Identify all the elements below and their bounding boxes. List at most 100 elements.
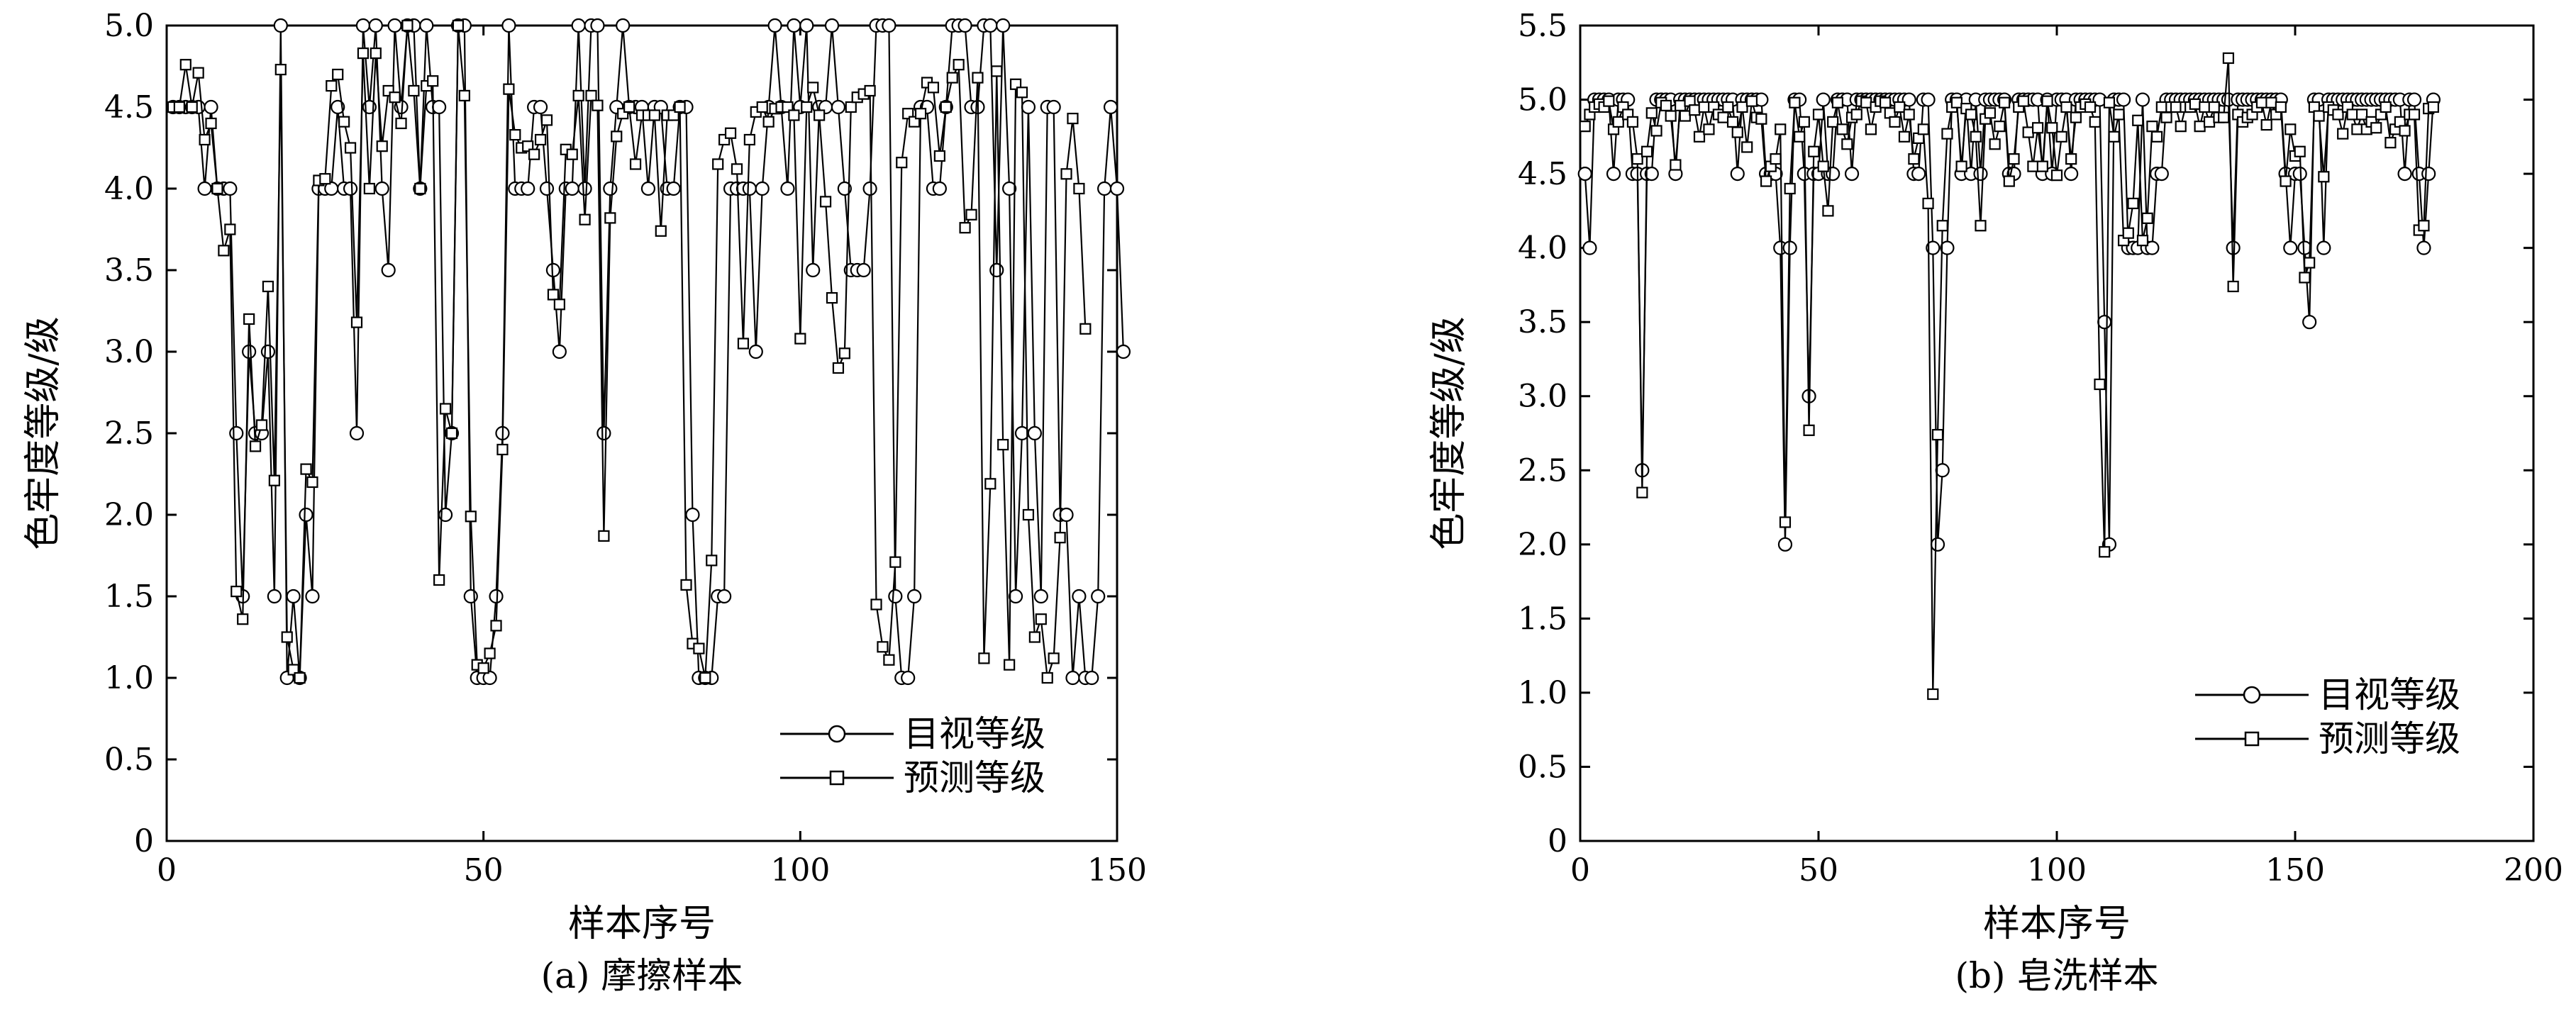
data-point-square [706,554,718,567]
data-point-square [699,671,711,684]
data-point-square [2199,101,2211,113]
data-point-square [1794,130,1806,143]
data-point-square [2132,114,2144,126]
data-point-square [2070,111,2082,123]
data-point-circle [799,18,814,33]
y-tick-label: 1.5 [1518,601,1567,637]
data-point-square [401,19,413,32]
data-point-square [2203,116,2216,128]
data-point-square [2408,108,2421,121]
y-tick-label: 5.0 [1518,82,1567,118]
data-point-circle [2297,240,2312,255]
data-point-square [503,83,515,95]
y-tick-label: 3.0 [104,334,154,370]
data-point-circle [748,344,763,359]
data-point-square [1803,424,1815,436]
data-point-square [408,84,420,97]
x-tick-label: 0 [1570,852,1590,888]
data-point-square [2008,153,2020,165]
data-point-square [1722,101,1734,113]
data-point-square [2427,101,2439,113]
data-point-circle [482,670,497,686]
data-point-square [2332,108,2344,121]
data-point-square [1860,96,1872,108]
data-point-square [2380,101,2392,113]
data-point-square [1067,113,1079,125]
data-point-square [1731,126,1743,138]
data-point-square [1779,516,1792,528]
data-point-square [268,474,280,486]
data-point-square [547,289,560,301]
data-point-square [2060,101,2072,113]
legend-label: 目视等级 [2319,674,2460,715]
data-point-square [1679,110,1691,122]
data-point-square [1889,116,1901,128]
data-point-square [648,109,660,121]
data-point-circle [343,181,358,196]
data-point-square [2089,116,2101,128]
data-point-square [1775,123,1787,135]
data-point-square [693,642,705,654]
data-point-square [2313,110,2325,122]
data-point-square [737,338,750,350]
series-square [1579,52,2439,701]
data-point-square [2136,235,2149,247]
data-point-circle [767,18,782,33]
data-point-square [1741,141,1753,153]
data-point-square [186,101,198,113]
chart-caption: (a) 摩擦样本 [541,955,743,996]
data-point-circle [381,262,396,278]
x-axis-title: 样本序号 [568,903,716,945]
data-point-circle [197,181,212,196]
data-point-square [2103,96,2116,108]
data-point-square [927,82,940,94]
y-tick-label: 1.0 [1518,675,1567,711]
x-tick-label: 200 [2504,852,2563,888]
data-point-circle [2145,240,2160,255]
data-point-square [1028,631,1040,643]
data-point-circle [229,425,244,441]
data-point-square [1612,116,1624,128]
data-point-square [629,158,642,170]
data-point-square [2055,130,2067,143]
data-point-square [972,72,984,84]
y-tick-label: 4.5 [1518,156,1567,192]
data-point-square [2099,546,2111,558]
data-point-square [1073,182,1085,195]
data-point-square [896,157,908,169]
data-point-square [370,47,382,60]
data-point-square [2218,111,2230,123]
data-point-circle [463,589,478,604]
data-point-circle [957,18,972,33]
y-tick-label: 1.0 [104,660,154,696]
data-point-circle [2116,92,2131,107]
data-point-circle [2421,166,2436,182]
data-point-circle [1046,99,1061,115]
data-point-circle [882,18,896,33]
y-tick-label: 2.0 [1518,527,1567,563]
data-point-square [838,347,850,359]
data-point-square [611,130,623,143]
data-point-circle [888,589,903,604]
x-tick-label: 150 [2265,852,2325,888]
data-point-square [1798,116,1810,128]
y-tick-label: 4.0 [104,171,154,207]
y-tick-label: 2.5 [104,416,154,452]
data-point-square [933,150,945,162]
data-point-square [477,662,489,674]
x-axis-title: 样本序号 [1983,903,2131,945]
data-point-circle [1930,537,1945,552]
data-point-square [598,530,610,542]
data-point-circle [831,99,846,115]
data-point-square [1048,652,1060,664]
data-point-circle [355,18,371,33]
data-point-square [592,99,604,111]
legend-label: 目视等级 [904,713,1045,754]
data-point-square [1675,99,1687,112]
data-point-circle [685,507,700,523]
data-point-square [1631,153,1643,165]
data-point-square [991,65,1003,77]
data-point-square [389,91,401,104]
